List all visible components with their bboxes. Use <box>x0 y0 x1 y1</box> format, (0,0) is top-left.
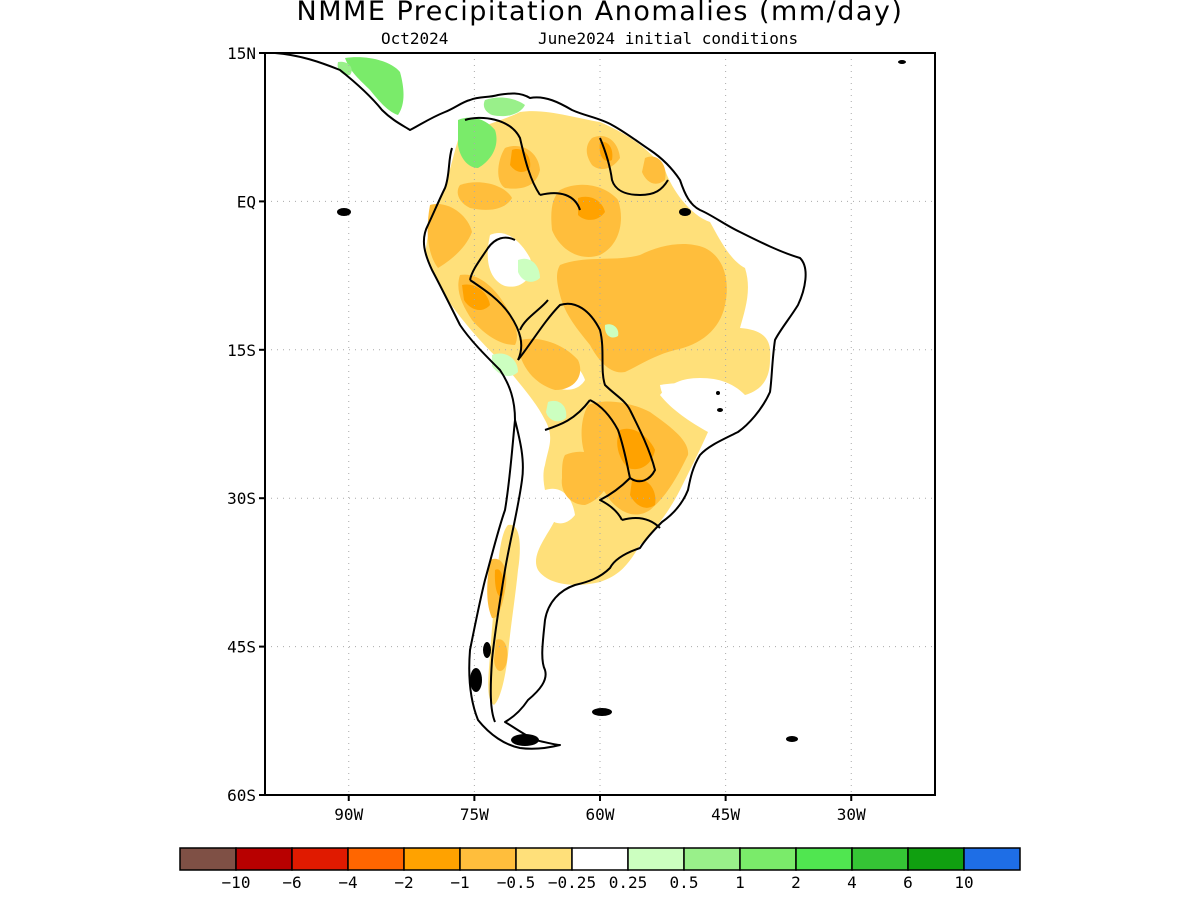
colorbar-swatch <box>795 847 853 871</box>
map-title: NMME Precipitation Anomalies (mm/day) <box>296 0 904 27</box>
anomaly-field <box>337 57 771 705</box>
colorbar-swatch <box>907 847 965 871</box>
lat-tick-label: 30S <box>227 489 256 508</box>
colorbar-label: −6 <box>282 873 301 892</box>
colorbar-swatch <box>515 847 573 871</box>
lat-tick-label: 60S <box>227 786 256 805</box>
colorbar-label: 4 <box>847 873 857 892</box>
lon-tick-label: 75W <box>460 805 489 824</box>
lat-tick-label: 15N <box>227 44 256 63</box>
lat-tick-label: 15S <box>227 341 256 360</box>
lon-tick-label: 45W <box>711 805 740 824</box>
lon-tick-label: 60W <box>586 805 615 824</box>
colorbar: −10 −6 −4 −2 −1 −0.5 −0.25 0.25 0.5 1 2 4 6 10 <box>179 847 1021 892</box>
colorbar-label: 0.25 <box>609 873 648 892</box>
colorbar-swatch <box>627 847 685 871</box>
colorbar-label: 6 <box>903 873 913 892</box>
colorbar-label: 0.5 <box>670 873 699 892</box>
colorbar-swatch <box>683 847 741 871</box>
colorbar-label: 2 <box>791 873 801 892</box>
colorbar-label: −1 <box>450 873 469 892</box>
colorbar-swatch <box>739 847 797 871</box>
colorbar-label: 10 <box>954 873 973 892</box>
colorbar-swatch <box>347 847 405 871</box>
longitude-axis: 90W 75W 60W 45W 30W <box>334 795 866 824</box>
colorbar-swatch <box>571 847 629 871</box>
colorbar-swatch <box>963 847 1021 871</box>
colorbar-swatch <box>851 847 909 871</box>
initial-conditions-label: June2024 initial conditions <box>538 29 799 48</box>
colorbar-swatch <box>235 847 293 871</box>
valid-month-label: Oct2024 <box>381 29 449 48</box>
lon-tick-label: 30W <box>837 805 866 824</box>
colorbar-label: −4 <box>338 873 357 892</box>
lat-tick-label: EQ <box>237 192 256 211</box>
colorbar-label: −10 <box>222 873 251 892</box>
latitude-axis: 15N EQ 15S 30S 45S 60S <box>227 44 265 805</box>
colorbar-swatch <box>459 847 517 871</box>
colorbar-label: −0.25 <box>548 873 596 892</box>
lon-tick-label: 90W <box>334 805 363 824</box>
coastlines <box>274 53 807 750</box>
islands <box>337 60 906 746</box>
colorbar-swatch <box>291 847 349 871</box>
colorbar-swatch <box>179 847 237 871</box>
colorbar-label: −2 <box>394 873 413 892</box>
colorbar-label: 1 <box>735 873 745 892</box>
colorbar-swatch <box>403 847 461 871</box>
lat-tick-label: 45S <box>227 638 256 657</box>
colorbar-label: −0.5 <box>497 873 536 892</box>
